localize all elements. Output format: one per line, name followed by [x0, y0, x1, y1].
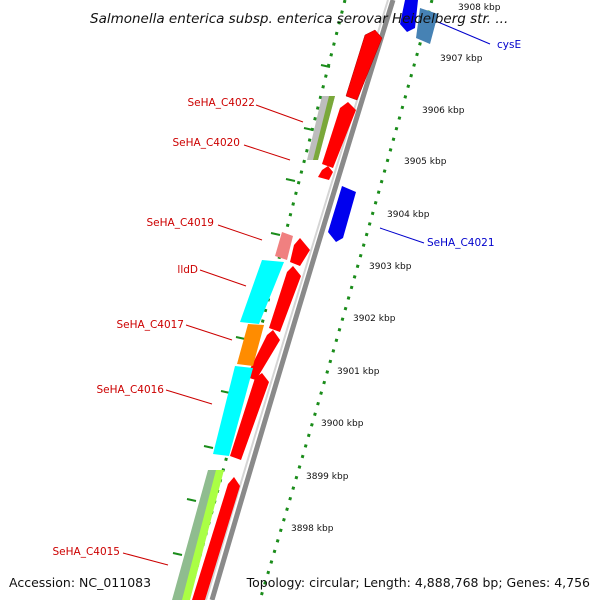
gene-arrow[interactable]	[246, 330, 280, 380]
tick-label: 3906 kbp	[422, 106, 465, 116]
tick-label: 3899 kbp	[306, 472, 349, 482]
gene-label[interactable]: SeHA_C4021	[427, 237, 495, 249]
gene-label[interactable]: cysE	[497, 39, 521, 51]
gene-arrow[interactable]	[345, 29, 383, 101]
gene-label[interactable]: SeHA_C4019	[146, 217, 214, 229]
gene-label[interactable]: SeHA_C4016	[96, 384, 164, 396]
cyan-feature[interactable]	[213, 366, 253, 456]
feature-blocks	[172, 96, 335, 600]
tick-label: 3902 kbp	[353, 314, 396, 324]
reverse-strand-features	[328, 0, 438, 242]
tick-label: 3904 kbp	[387, 210, 430, 220]
gene-arrow[interactable]	[318, 166, 333, 180]
gene-arrow[interactable]	[192, 477, 240, 600]
tick-label: 3905 kbp	[404, 157, 447, 167]
tick-label: 3908 kbp	[458, 3, 501, 13]
tick-label: 3901 kbp	[337, 367, 380, 377]
gene-arrow[interactable]	[290, 238, 310, 266]
accession-text: Accession: NC_011083	[9, 575, 151, 590]
gene-label[interactable]: SeHA_C4015	[52, 546, 120, 558]
gene-label[interactable]: SeHA_C4020	[172, 137, 240, 149]
forward-strand-features	[192, 29, 383, 600]
tick-label: 3907 kbp	[440, 54, 483, 64]
green-feature[interactable]	[172, 470, 219, 600]
cyan-feature[interactable]	[240, 260, 284, 324]
gene-arrow[interactable]	[230, 373, 269, 460]
left-gene-labels: SeHA_C4022 SeHA_C4020 SeHA_C4019 lldD Se…	[52, 97, 255, 558]
gene-arrow[interactable]	[416, 8, 438, 44]
gene-arrow[interactable]	[322, 102, 356, 168]
tick-label: 3898 kbp	[291, 524, 334, 534]
genome-title: Salmonella enterica subsp. enterica sero…	[90, 11, 508, 27]
genome-info-text: Topology: circular; Length: 4,888,768 bp…	[246, 575, 590, 590]
gene-arrow[interactable]	[269, 266, 301, 332]
green-feature[interactable]	[313, 96, 335, 160]
tick-labels: 3908 kbp 3907 kbp 3906 kbp 3905 kbp 3904…	[291, 3, 501, 534]
pink-feature[interactable]	[275, 232, 293, 260]
gene-arrow[interactable]	[400, 0, 418, 32]
orange-feature[interactable]	[237, 324, 264, 366]
gene-label[interactable]: SeHA_C4017	[116, 319, 184, 331]
right-gene-labels: cysE SeHA_C4021	[427, 39, 521, 249]
backbone-line	[209, 0, 396, 600]
tick-label: 3903 kbp	[369, 262, 412, 272]
gene-label[interactable]: lldD	[177, 264, 198, 276]
gene-label[interactable]: SeHA_C4022	[187, 97, 255, 109]
tick-label: 3900 kbp	[321, 419, 364, 429]
gene-arrow[interactable]	[328, 186, 356, 242]
leader-lines	[122, 21, 491, 566]
lime-feature[interactable]	[182, 470, 224, 600]
